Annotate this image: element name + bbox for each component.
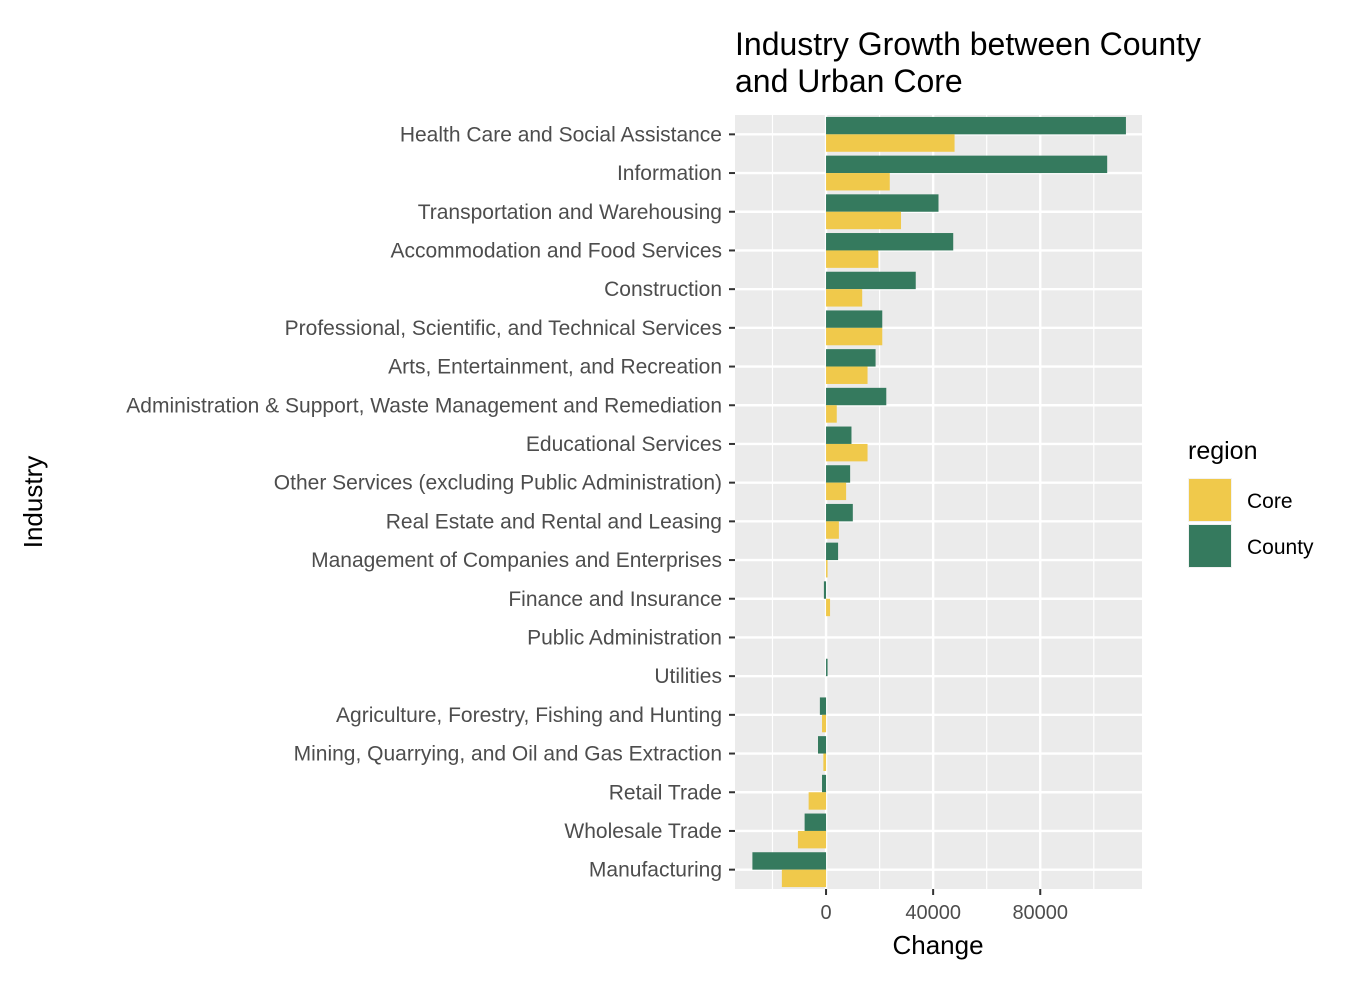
y-axis-title: Industry (18, 456, 48, 549)
category-label: Retail Trade (609, 781, 722, 804)
category-label: Construction (604, 278, 722, 301)
legend-items: Core County (1188, 478, 1314, 568)
category-label: Information (617, 162, 722, 185)
bar-county (823, 581, 827, 599)
bar-core (826, 521, 839, 539)
category-label: Arts, Entertainment, and Recreation (388, 356, 722, 379)
bar-county (818, 736, 827, 754)
bar-county (804, 813, 827, 831)
bars (752, 116, 1126, 888)
legend: region Core County (1188, 437, 1314, 568)
bar-county (826, 387, 887, 406)
bar-county (826, 233, 954, 251)
category-label: Transportation and Warehousing (418, 201, 722, 224)
bar-county (822, 774, 827, 793)
category-label: Finance and Insurance (508, 588, 722, 611)
bar-county (826, 310, 883, 328)
bar-county (826, 426, 852, 444)
bar-core (826, 289, 863, 307)
bar-core (823, 753, 827, 771)
legend-label: County (1247, 536, 1314, 559)
category-label: Accommodation and Food Services (391, 239, 723, 262)
bar-core (826, 405, 837, 423)
bar-core (826, 598, 831, 617)
bar-county (826, 155, 1108, 174)
category-label: Utilities (654, 665, 722, 688)
bar-core (826, 443, 868, 462)
bar-core (797, 830, 827, 849)
bar-core (826, 366, 868, 384)
x-tick-label: 0 (820, 902, 831, 924)
legend-title: region (1188, 437, 1258, 465)
bar-core (826, 560, 828, 578)
x-tick-label: 80000 (1012, 902, 1068, 924)
plot-panel (735, 115, 1142, 889)
bar-core (826, 134, 955, 152)
chart-title: Industry Growth between County and Urban… (735, 26, 1201, 99)
category-label: Other Services (excluding Public Adminis… (274, 472, 722, 495)
x-tick-label: 40000 (905, 902, 961, 924)
bar-county (826, 503, 853, 522)
legend-label: Core (1247, 490, 1293, 513)
bar-county (819, 697, 827, 715)
category-label: Professional, Scientific, and Technical … (285, 317, 722, 340)
bar-core (781, 869, 827, 888)
category-label: Public Administration (527, 626, 722, 649)
category-label: Manufacturing (589, 859, 722, 882)
legend-swatch (1189, 525, 1231, 567)
bar-core (826, 211, 902, 230)
legend-swatch (1189, 479, 1231, 521)
category-label: Agriculture, Forestry, Fishing and Hunti… (336, 704, 722, 727)
category-label: Mining, Quarrying, and Oil and Gas Extra… (294, 743, 722, 766)
bar-core (826, 173, 890, 191)
bar-county (826, 349, 876, 367)
chart-title-line: Industry Growth between County (735, 26, 1201, 62)
category-label: Management of Companies and Enterprises (311, 549, 722, 572)
bar-county (826, 116, 1126, 135)
bar-county (826, 465, 851, 483)
bar-core (822, 714, 827, 733)
bar-core (826, 327, 883, 346)
bar-county (752, 852, 827, 870)
category-label: Real Estate and Rental and Leasing (386, 510, 722, 533)
category-label: Wholesale Trade (564, 820, 722, 843)
x-axis-title: Change (892, 930, 983, 960)
category-label: Administration & Support, Waste Manageme… (126, 394, 722, 417)
bar-core (826, 482, 847, 501)
chart-title-line: and Urban Core (735, 63, 963, 99)
bar-county (826, 542, 839, 561)
bar-core (808, 792, 827, 810)
category-label: Health Care and Social Assistance (400, 123, 722, 146)
bar-county (826, 271, 916, 290)
bar-county (826, 194, 939, 212)
bar-county (826, 658, 828, 677)
x-axis-ticks: 0 40000 80000 (820, 889, 1068, 924)
bar-core (826, 250, 879, 268)
category-labels: Health Care and Social Assistance Informa… (126, 123, 735, 882)
category-label: Educational Services (526, 433, 722, 456)
